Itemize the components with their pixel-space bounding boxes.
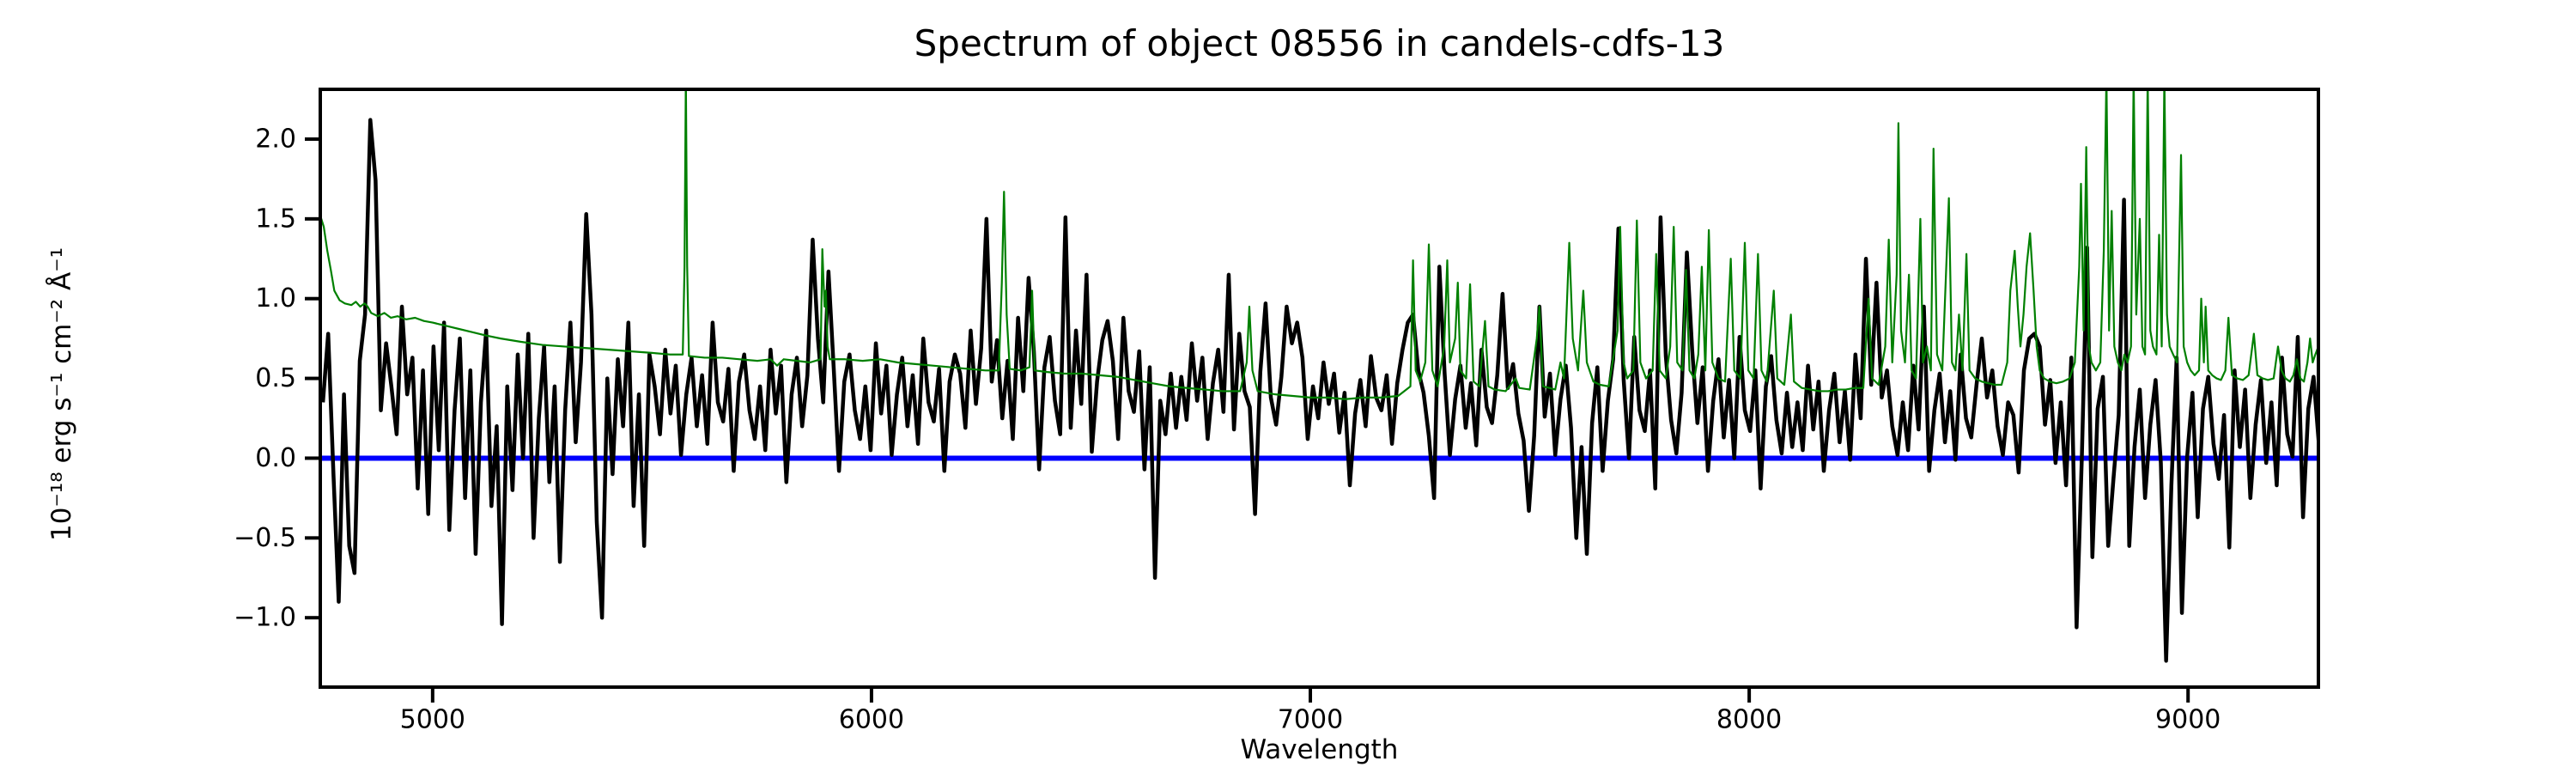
x-axis-label: Wavelength [1240, 734, 1399, 765]
axes-spines [319, 88, 2320, 689]
y-tick-label: 0.0 [255, 443, 296, 473]
y-tick-label: 1.0 [255, 283, 296, 313]
y-tick-label: 1.5 [255, 204, 296, 234]
x-tick-label: 7000 [1278, 705, 1343, 735]
y-tick-label: −1.0 [234, 603, 296, 633]
y-axis-label: 10⁻¹⁸ erg s⁻¹ cm⁻² Å⁻¹ [46, 247, 77, 541]
x-tick-label: 6000 [839, 705, 904, 735]
series-group [320, 89, 2318, 663]
x-tick-label: 5000 [400, 705, 465, 735]
observed-flux-line [320, 118, 2318, 663]
plot-title: Spectrum of object 08556 in candels-cdfs… [914, 22, 1725, 64]
y-tick-label: −0.5 [234, 523, 296, 553]
x-tick-label: 8000 [1716, 705, 1782, 735]
x-tick-label: 9000 [2155, 705, 2221, 735]
sky-noise-spectrum-line [320, 89, 2318, 400]
y-tick-label: 0.5 [255, 363, 296, 393]
y-tick-label: 2.0 [255, 124, 296, 154]
